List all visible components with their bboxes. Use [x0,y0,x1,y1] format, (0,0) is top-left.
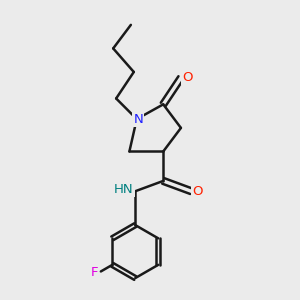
Text: O: O [193,185,203,198]
Text: F: F [90,266,98,279]
Text: N: N [133,112,143,126]
Text: HN: HN [114,183,134,196]
Text: O: O [182,71,193,84]
